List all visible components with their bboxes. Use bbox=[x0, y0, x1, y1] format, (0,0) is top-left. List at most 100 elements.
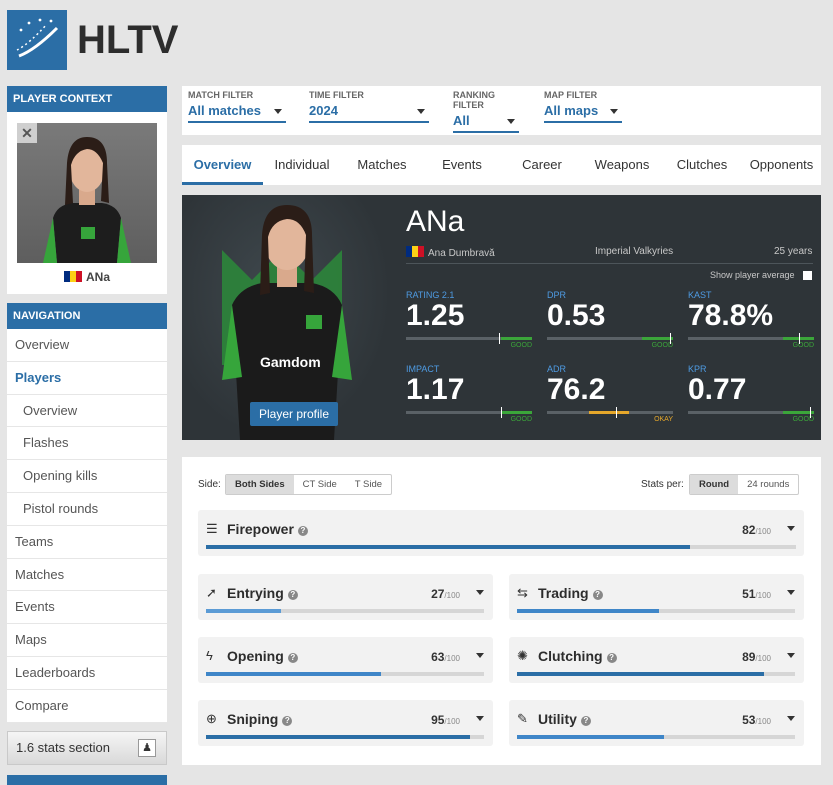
chevron-down-icon[interactable] bbox=[787, 653, 795, 658]
category-name: Sniping? bbox=[227, 711, 293, 727]
help-icon[interactable]: ? bbox=[606, 653, 617, 663]
time-filter-select[interactable]: 2024 bbox=[309, 103, 429, 123]
category-label: Clutching bbox=[538, 648, 603, 664]
tab-clutches[interactable]: Clutches bbox=[676, 157, 728, 172]
player-profile-button[interactable]: Player profile bbox=[250, 402, 338, 426]
tab-individual[interactable]: Individual bbox=[274, 157, 330, 172]
entrying-icon: ➚ bbox=[206, 585, 217, 600]
jersey-sponsor-text: Gamdom bbox=[260, 354, 321, 370]
stat-value: 1.17 bbox=[406, 373, 465, 406]
player-context-name[interactable]: ANa bbox=[7, 270, 167, 284]
sidebar-subitem-overview[interactable]: Overview bbox=[7, 395, 167, 428]
side-option-ct-side[interactable]: CT Side bbox=[302, 479, 337, 490]
stat-gauge-fill bbox=[782, 337, 814, 340]
chevron-down-icon[interactable] bbox=[476, 590, 484, 595]
firepower-icon: ☰ bbox=[206, 521, 218, 536]
stat-value: 78.8% bbox=[688, 299, 774, 332]
category-label: Firepower bbox=[227, 521, 294, 537]
sidebar-item-players[interactable]: Players bbox=[7, 362, 167, 395]
category-bar-fill bbox=[206, 672, 382, 676]
side-option-both-sides[interactable]: Both Sides bbox=[226, 475, 294, 494]
category-score-value: 63 bbox=[431, 650, 445, 664]
player-context-photo[interactable] bbox=[17, 123, 157, 263]
chevron-down-icon[interactable] bbox=[476, 653, 484, 658]
sidebar-item-compare[interactable]: Compare bbox=[7, 690, 167, 723]
legacy-stats-button[interactable]: 1.6 stats section ♟ bbox=[7, 731, 167, 765]
category-bar-fill bbox=[517, 609, 659, 613]
help-icon[interactable]: ? bbox=[580, 716, 591, 726]
category-label: Sniping bbox=[227, 711, 279, 727]
show-player-average-checkbox[interactable] bbox=[803, 271, 812, 280]
sidebar-item-maps[interactable]: Maps bbox=[7, 624, 167, 657]
sidebar-subitem-flashes[interactable]: Flashes bbox=[7, 427, 167, 461]
help-icon[interactable]: ? bbox=[592, 590, 603, 600]
side-label: Side: bbox=[198, 479, 221, 490]
stats-per-option-round[interactable]: Round bbox=[690, 475, 739, 494]
category-score: 95/100 bbox=[431, 713, 460, 727]
sidebar-item-teams[interactable]: Teams bbox=[7, 526, 167, 559]
map-filter-select[interactable]: All maps bbox=[544, 103, 622, 123]
category-opening[interactable]: ϟ Opening? 63/100 bbox=[198, 637, 493, 683]
stats-per-option-24-rounds[interactable]: 24 rounds bbox=[747, 479, 790, 490]
category-label: Entrying bbox=[227, 585, 284, 601]
sidebar-item-events[interactable]: Events bbox=[7, 591, 167, 625]
tab-career[interactable]: Career bbox=[522, 157, 562, 172]
filter-bar: MATCH FILTER All matches TIME FILTER 2024 RA… bbox=[182, 86, 821, 135]
category-utility[interactable]: ✎ Utility? 53/100 bbox=[509, 700, 804, 746]
tab-opponents[interactable]: Opponents bbox=[749, 157, 814, 172]
category-score-value: 27 bbox=[431, 587, 445, 601]
hltv-logo-text[interactable]: HLTV bbox=[77, 18, 179, 62]
sidebar-subitem-pistol-rounds[interactable]: Pistol rounds bbox=[7, 493, 167, 526]
stat-gauge-fill bbox=[500, 337, 532, 340]
category-clutching[interactable]: ✺ Clutching? 89/100 bbox=[509, 637, 804, 683]
tab-matches[interactable]: Matches bbox=[357, 157, 407, 172]
sidebar-subitem-opening-kills[interactable]: Opening kills bbox=[7, 460, 167, 493]
category-label: Opening bbox=[227, 648, 284, 664]
navigation-list: Overview Players Overview Flashes Opening ki… bbox=[7, 329, 167, 723]
category-score-max: /100 bbox=[444, 654, 460, 663]
ranking-filter-select[interactable]: All bbox=[453, 113, 519, 133]
category-entrying[interactable]: ➚ Entrying? 27/100 bbox=[198, 574, 493, 620]
category-score: 27/100 bbox=[431, 587, 460, 601]
match-filter-label: MATCH FILTER bbox=[188, 90, 254, 100]
chevron-down-icon[interactable] bbox=[787, 526, 795, 531]
stat-value: 76.2 bbox=[547, 373, 606, 406]
player-team-link[interactable]: Imperial Valkyries bbox=[595, 246, 674, 257]
stat-dpr: DPR 0.53 GOOD bbox=[547, 290, 673, 349]
help-icon[interactable]: ? bbox=[287, 590, 298, 600]
stat-gauge-fill bbox=[782, 411, 814, 414]
category-firepower[interactable]: ☰ Firepower? 82/100 bbox=[198, 510, 804, 556]
stat-label: IMPACT bbox=[406, 364, 440, 374]
stat-gauge bbox=[406, 333, 532, 344]
stat-gauge-fill bbox=[500, 411, 532, 414]
stat-gauge-marker bbox=[798, 333, 800, 344]
match-filter-select[interactable]: All matches bbox=[188, 103, 286, 123]
category-trading[interactable]: ⇆ Trading? 51/100 bbox=[509, 574, 804, 620]
close-icon[interactable]: ✕ bbox=[17, 123, 37, 143]
stat-gauge-marker bbox=[810, 407, 812, 418]
category-bar bbox=[206, 672, 484, 676]
ranking-filter-value: All bbox=[453, 113, 470, 128]
stat-grade: GOOD bbox=[792, 342, 814, 349]
category-sniping[interactable]: ⊕ Sniping? 95/100 bbox=[198, 700, 493, 746]
sidebar-item-matches[interactable]: Matches bbox=[7, 559, 167, 592]
sidebar-item-leaderboards[interactable]: Leaderboards bbox=[7, 657, 167, 690]
chevron-down-icon[interactable] bbox=[787, 590, 795, 595]
hltv-logo-icon[interactable] bbox=[7, 10, 67, 70]
chevron-down-icon[interactable] bbox=[476, 716, 484, 721]
help-icon[interactable]: ? bbox=[287, 653, 298, 663]
category-score-value: 89 bbox=[742, 650, 756, 664]
side-option-t-side[interactable]: T Side bbox=[354, 479, 383, 490]
stat-gauge-fill bbox=[588, 411, 629, 414]
category-score-value: 51 bbox=[742, 587, 756, 601]
tab-events[interactable]: Events bbox=[442, 157, 482, 172]
tab-overview[interactable]: Overview bbox=[182, 145, 263, 185]
category-bar bbox=[517, 735, 795, 739]
help-icon[interactable]: ? bbox=[297, 526, 308, 536]
stat-grade: OKAY bbox=[654, 416, 673, 423]
category-name: Utility? bbox=[538, 711, 591, 727]
help-icon[interactable]: ? bbox=[282, 716, 293, 726]
sidebar-item-overview[interactable]: Overview bbox=[7, 329, 167, 362]
tab-weapons[interactable]: Weapons bbox=[594, 157, 650, 172]
chevron-down-icon[interactable] bbox=[787, 716, 795, 721]
